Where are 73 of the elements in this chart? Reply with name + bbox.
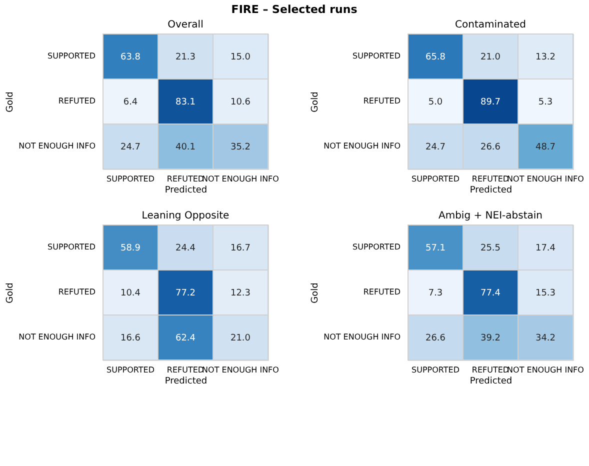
x-tick-label: SUPPORTED [412,366,460,374]
x-tick-label: REFUTED [472,366,510,374]
y-tick-label: SUPPORTED [352,52,400,60]
y-tick-label: NOT ENOUGH INFO [18,332,96,342]
chart-title: Contaminated [455,20,526,30]
chart-title: Overall [168,20,204,30]
x-tick-label: SUPPORTED [412,174,460,184]
data-label: 13.2 [535,52,556,62]
y-axis-title: Gold [310,92,321,112]
data-label: 24.7 [425,142,446,152]
data-label: 83.1 [175,98,196,108]
data-label: 26.6 [425,334,446,344]
x-tick-label: REFUTED [472,174,510,184]
data-label: 7.3 [428,288,443,298]
x-axis-title: Predicted [470,186,512,196]
y-tick-label: NOT ENOUGH INFO [324,332,400,342]
x-tick-label: REFUTED [166,366,204,374]
data-label: 39.2 [480,334,501,344]
x-axis-title: Predicted [164,376,208,386]
data-label: 10.6 [230,98,251,108]
y-axis-title: Gold [6,282,16,304]
x-axis-title: Predicted [470,376,512,386]
y-tick-label: NOT ENOUGH INFO [324,142,400,150]
x-tick-label: NOT ENOUGH INFO [507,174,584,184]
y-tick-label: REFUTED [58,96,96,106]
text: FIRE – Selected runs [231,3,358,16]
x-tick-label: SUPPORTED [106,366,154,374]
data-label: 16.6 [120,334,141,344]
data-label: 77.2 [175,288,196,298]
data-label: 5.3 [538,98,553,108]
data-label: 35.2 [230,142,251,152]
chart-title: Leaning Opposite [142,210,230,222]
data-label: 17.4 [535,244,556,254]
data-label: 58.9 [120,244,141,254]
data-label: 24.4 [175,244,196,254]
data-label: 26.6 [480,142,501,152]
data-label: 89.7 [480,98,501,108]
x-tick-label: REFUTED [166,174,204,184]
y-axis-title: Gold [310,282,321,304]
x-tick-label: NOT ENOUGH INFO [202,174,279,184]
x-tick-label: SUPPORTED [106,174,154,184]
data-label: 12.3 [230,288,251,298]
data-label: 10.4 [120,288,141,298]
data-label: 40.1 [175,142,196,152]
y-tick-label: REFUTED [363,96,400,106]
data-label: 21.0 [230,334,251,344]
x-tick-label: NOT ENOUGH INFO [202,366,279,374]
data-label: 62.4 [175,334,196,344]
data-label: 65.8 [425,52,446,62]
data-label: 21.3 [175,52,196,62]
y-tick-label: SUPPORTED [48,52,96,60]
y-tick-label: REFUTED [363,288,400,296]
x-tick-label: NOT ENOUGH INFO [507,366,584,374]
data-label: 15.3 [535,288,556,298]
data-label: 34.2 [535,334,556,344]
data-label: 25.5 [480,244,501,254]
data-label: 63.8 [120,52,141,62]
data-label: 6.4 [123,98,138,108]
data-label: 57.1 [425,244,446,254]
x-axis-title: Predicted [164,186,208,196]
data-label: 24.7 [120,142,141,152]
data-label: 21.0 [480,52,501,62]
data-label: 48.7 [535,142,556,152]
data-label: 16.7 [230,244,251,254]
y-tick-label: NOT ENOUGH INFO [18,142,96,150]
y-tick-label: REFUTED [58,288,96,296]
y-axis-title: Gold [6,92,16,112]
data-label: 5.0 [428,98,443,108]
data-label: 77.4 [480,288,501,298]
chart-title: Ambig + NEI-abstain [438,210,542,222]
y-tick-label: SUPPORTED [352,242,400,252]
y-tick-label: SUPPORTED [48,242,96,252]
data-label: 15.0 [230,52,251,62]
